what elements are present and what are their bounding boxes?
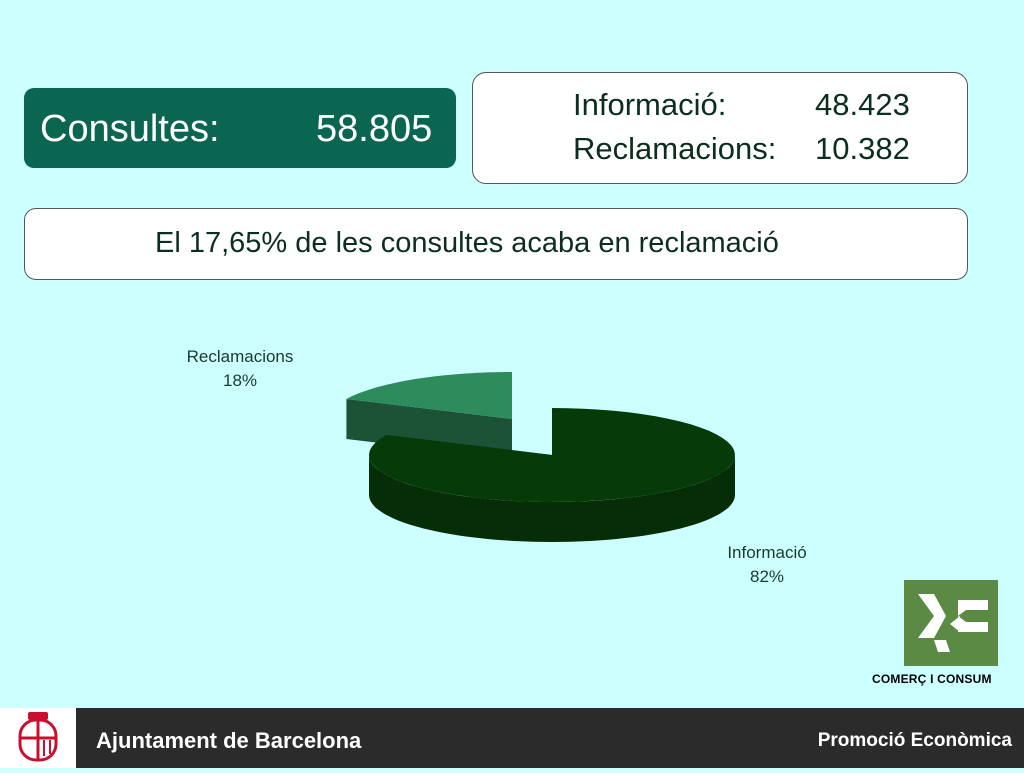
pie-chart: Reclamacions 18% Informació 82%: [187, 347, 807, 586]
informacio-value: 48.423: [815, 87, 910, 122]
pie-slices: [346, 372, 735, 542]
slice-wall-reclamacions-0: [346, 399, 512, 459]
barcelona-crest: [0, 708, 76, 768]
consultes-label: Consultes:: [40, 108, 220, 150]
slice-percent-reclamacions: 18%: [223, 371, 257, 390]
banner-text: El 17,65% de les consultes acaba en recl…: [155, 227, 779, 259]
barcelona-crest-icon: [18, 712, 58, 762]
informacio-label: Informació:: [573, 87, 727, 122]
slice-label-reclamacions: Reclamacions: [187, 347, 294, 366]
reclamacions-label: Reclamacions:: [573, 131, 777, 166]
reclamacions-value: 10.382: [815, 131, 910, 166]
percentage-banner: El 17,65% de les consultes acaba en recl…: [24, 208, 968, 280]
consultes-value: 58.805: [316, 108, 433, 150]
slice-top-reclamacions: [346, 372, 512, 419]
slice-label-informacio: Informació: [727, 543, 806, 562]
comerc-consum-icon: [918, 594, 988, 652]
breakdown-box: Informació: 48.423 Reclamacions: 10.382: [472, 72, 968, 184]
slice-side-informacio: [369, 455, 735, 542]
slice-percent-informacio: 82%: [750, 567, 784, 586]
consultes-summary-box: Consultes: 58.805: [24, 88, 456, 168]
comerc-consum-logo: [904, 580, 998, 666]
slice-top-informacio: [369, 408, 735, 502]
footer-department: Promoció Econòmica: [817, 730, 1012, 751]
comerc-consum-text: COMERÇ I CONSUM: [872, 672, 992, 686]
footer-city-name: Ajuntament de Barcelona: [96, 728, 362, 753]
footer-bar: Ajuntament de Barcelona Promoció Econòmi…: [0, 708, 1024, 768]
